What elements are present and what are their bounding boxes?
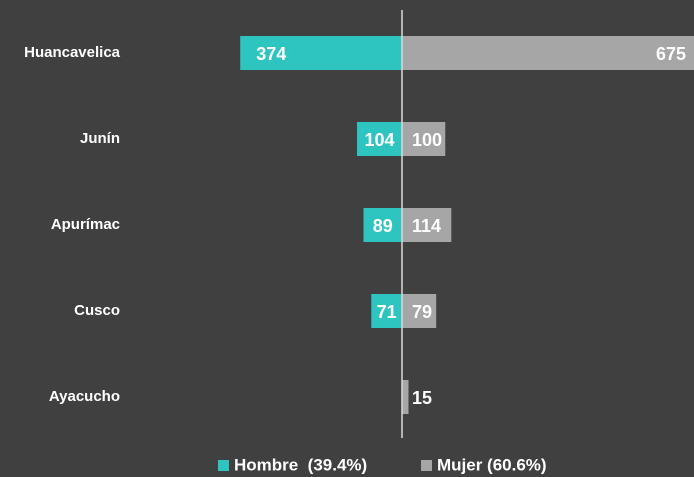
value-label: 71: [377, 302, 397, 322]
value-label: 675: [656, 44, 686, 64]
bar: [402, 36, 694, 70]
category-label: Apurímac: [51, 216, 120, 233]
value-label: 15: [412, 388, 432, 408]
category-label: Ayacucho: [49, 388, 120, 405]
value-label: 79: [412, 302, 432, 322]
bar: [371, 294, 402, 328]
value-label: 114: [412, 216, 441, 236]
bar: [240, 36, 402, 70]
value-label: 100: [412, 130, 442, 150]
value-label: 104: [364, 130, 394, 150]
legend-swatch: [421, 460, 432, 471]
legend-label: Hombre (39.4%): [234, 455, 367, 474]
legend-label: Mujer (60.6%): [437, 455, 547, 474]
bar: [357, 122, 402, 156]
bar: [402, 122, 446, 156]
legend-swatch: [218, 460, 229, 471]
category-label: Huancavelica: [24, 44, 121, 61]
category-label: Junín: [80, 130, 120, 147]
bar: [402, 380, 409, 414]
bar: [363, 208, 402, 242]
category-label: Cusco: [74, 302, 120, 319]
bar: [402, 294, 437, 328]
value-label: 89: [373, 216, 393, 236]
bar: [402, 208, 452, 242]
value-label: 374: [256, 44, 286, 64]
